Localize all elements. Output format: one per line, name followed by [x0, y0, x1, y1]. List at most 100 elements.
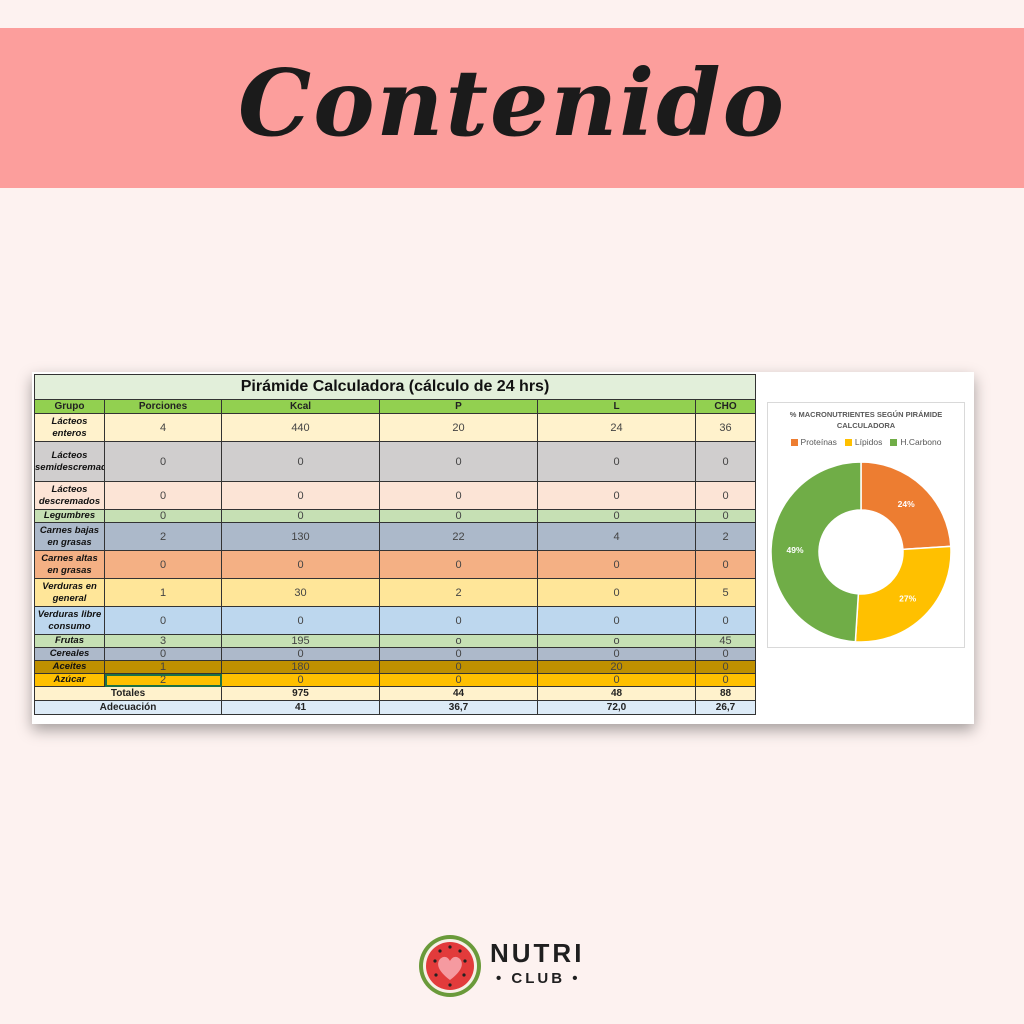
nutriclub-logo: NUTRI • CLUB •: [418, 932, 588, 1000]
cell-grupo: Lácteos semidescremados: [34, 441, 105, 482]
cell-grupo: Carnes altas en grasas: [34, 550, 105, 579]
table-row: Carnes altas en grasas 0 0 0 0 0: [34, 550, 756, 579]
table-row: Lácteos enteros 4 440 20 24 36: [34, 413, 756, 442]
cell-cho: 45: [695, 634, 756, 648]
cell-cho: 5: [695, 578, 756, 607]
legend-label: Proteínas: [800, 437, 837, 447]
cell-kcal: 0: [221, 441, 380, 482]
cell-grupo: Aceites: [34, 660, 105, 674]
donut-slice-lpidos: [854, 545, 952, 643]
cell-kcal: 180: [221, 660, 380, 674]
cell-p: 0: [379, 509, 538, 523]
cell-kcal: 0: [221, 481, 380, 510]
cell-kcal: 440: [221, 413, 380, 442]
cell-grupo: Lácteos descremados: [34, 481, 105, 510]
cell-porciones: 0: [104, 509, 222, 523]
table-row: Frutas 3 195 o o 45: [34, 634, 756, 648]
cell-p: 0: [379, 660, 538, 674]
cell-cho: 0: [695, 481, 756, 510]
cell-cho: 0: [695, 441, 756, 482]
cell-l: 20: [537, 660, 696, 674]
cell-l: 0: [537, 481, 696, 510]
cell-grupo: Verduras libre consumo: [34, 606, 105, 635]
cell-p: 22: [379, 522, 538, 551]
logo-club-text: • CLUB •: [496, 970, 581, 987]
table-row: Cereales 0 0 0 0 0: [34, 647, 756, 661]
cell-grupo: Azúcar: [34, 673, 105, 687]
cell-kcal: 0: [221, 673, 380, 687]
cell-l: 0: [537, 673, 696, 687]
chart-legend: Proteínas Lípidos H.Carbono: [768, 437, 964, 447]
legend-item: Proteínas: [790, 437, 837, 447]
cell-p: 0: [379, 606, 538, 635]
cell-cho: 2: [695, 522, 756, 551]
column-header: Porciones: [104, 399, 222, 414]
table-row: Verduras libre consumo 0 0 0 0 0: [34, 606, 756, 635]
cell-l: 24: [537, 413, 696, 442]
cell-porciones: 0: [104, 481, 222, 510]
cell-l: 0: [537, 606, 696, 635]
cell-l: o: [537, 634, 696, 648]
table-row: Lácteos descremados 0 0 0 0 0: [34, 481, 756, 510]
chart-title: % MACRONUTRIENTES SEGÚN PIRÁMIDE CALCULA…: [789, 410, 943, 430]
header-banner: Contenido: [0, 28, 1024, 188]
watermelon-heart-icon: [419, 935, 481, 997]
legend-item: H.Carbono: [890, 437, 941, 447]
donut-slice-hcarbono: [770, 461, 862, 643]
legend-swatch: [844, 439, 852, 447]
cell-cho: 0: [695, 647, 756, 661]
cell-l: 0: [537, 647, 696, 661]
cell-p: 0: [379, 550, 538, 579]
piramide-table: Pirámide Calculadora (cálculo de 24 hrs)…: [34, 374, 756, 715]
totales-label: Totales: [34, 686, 222, 701]
cell-cho: 0: [695, 509, 756, 523]
cell-l: 4: [537, 522, 696, 551]
table-row: Legumbres 0 0 0 0 0: [34, 509, 756, 523]
cell-kcal: 0: [221, 647, 380, 661]
cell-porciones: 2: [104, 673, 222, 687]
cell-porciones: 0: [104, 606, 222, 635]
totales-l: 48: [537, 686, 696, 701]
donut-data-label: 24%: [898, 499, 915, 509]
cell-l: 0: [537, 441, 696, 482]
cell-l: 0: [537, 509, 696, 523]
banner-title: Contenido: [237, 49, 787, 157]
table-row: Lácteos semidescremados00000: [34, 441, 756, 482]
column-header: P: [379, 399, 538, 414]
macronutrient-chart: % MACRONUTRIENTES SEGÚN PIRÁMIDE CALCULA…: [767, 402, 965, 648]
legend-label: H.Carbono: [900, 437, 942, 447]
totales-cho: 88: [695, 686, 756, 701]
cell-kcal: 0: [221, 606, 380, 635]
table-row: Aceites 1 180 0 20 0: [34, 660, 756, 674]
donut-slice-protenas: [860, 461, 952, 551]
totales-p: 44: [379, 686, 538, 701]
cell-kcal: 130: [221, 522, 380, 551]
cell-p: 2: [379, 578, 538, 607]
legend-swatch: [890, 439, 898, 447]
adecuacion-cho: 26,7: [695, 700, 756, 715]
adecuacion-l: 72,0: [537, 700, 696, 715]
table-row: Verduras en general 1 30 2 0 5: [34, 578, 756, 607]
cell-grupo: Cereales: [34, 647, 105, 661]
donut-data-label: 49%: [787, 545, 804, 555]
spreadsheet-screenshot: Pirámide Calculadora (cálculo de 24 hrs)…: [32, 372, 974, 724]
cell-grupo: Carnes bajas en grasas: [34, 522, 105, 551]
cell-grupo: Lácteos enteros: [34, 413, 105, 442]
cell-p: 20: [379, 413, 538, 442]
legend-label: Lípidos: [854, 437, 883, 447]
cell-p: 0: [379, 481, 538, 510]
cell-cho: 36: [695, 413, 756, 442]
logo-nutri-text: NUTRI: [490, 938, 585, 968]
totales-kcal: 975: [221, 686, 380, 701]
table-row: Azúcar 2 0 0 0 0: [34, 673, 756, 687]
legend-item: Lípidos: [844, 437, 883, 447]
adecuacion-label: Adecuación: [34, 700, 222, 715]
cell-porciones: 0: [104, 647, 222, 661]
column-header: L: [537, 399, 696, 414]
cell-cho: 0: [695, 606, 756, 635]
column-header: Kcal: [221, 399, 380, 414]
cell-p: o: [379, 634, 538, 648]
column-header: CHO: [695, 399, 756, 414]
cell-kcal: 0: [221, 550, 380, 579]
cell-grupo: Legumbres: [34, 509, 105, 523]
